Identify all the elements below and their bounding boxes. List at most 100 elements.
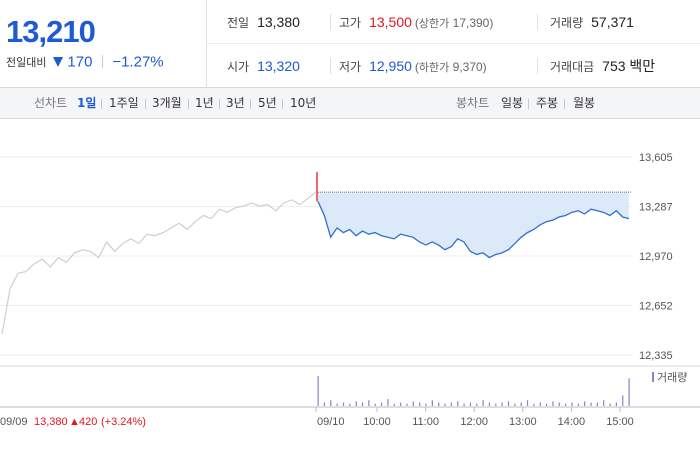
quote-summary-panel: 13,210 전일대비 170 −1.27% 전일 13,380 고가 13,500… bbox=[0, 0, 700, 88]
prev-day-price-line bbox=[1, 191, 317, 335]
divider bbox=[537, 58, 538, 74]
time-tick-label: 15:00 bbox=[606, 416, 634, 428]
prev-close-price: 13,380 bbox=[34, 416, 68, 428]
divider bbox=[330, 58, 331, 74]
price-axis: 13,605 13,287 12,970 12,652 12,335 bbox=[639, 152, 673, 362]
volume-bars bbox=[317, 376, 630, 406]
divider bbox=[101, 99, 102, 109]
time-tick-label: 14:00 bbox=[558, 416, 586, 428]
volume-bar bbox=[400, 402, 402, 406]
stat-value: 13,500 bbox=[369, 14, 412, 30]
tab-5years[interactable]: 5년 bbox=[258, 96, 277, 110]
volume-bar bbox=[584, 401, 586, 406]
volume-bar bbox=[558, 402, 560, 406]
volume-bar bbox=[438, 402, 440, 406]
volume-bar bbox=[495, 403, 497, 406]
volume-bar bbox=[393, 403, 395, 406]
upper-limit-label: 상한가 bbox=[418, 17, 450, 30]
stat-low: 저가 12,950 (하한가 9,370) bbox=[339, 44, 487, 88]
volume-bar bbox=[476, 403, 478, 406]
divider bbox=[219, 99, 220, 109]
stat-high: 고가 13,500 (상한가 17,390) bbox=[339, 0, 493, 44]
upper-limit: (상한가 17,390) bbox=[414, 16, 494, 30]
volume-bar bbox=[368, 400, 370, 406]
current-price: 13,210 bbox=[6, 14, 96, 49]
price-tick-label: 12,970 bbox=[639, 251, 673, 263]
stat-label: 전일 bbox=[227, 16, 250, 30]
stat-label: 거래대금 bbox=[550, 60, 595, 74]
volume-bar bbox=[615, 402, 618, 406]
stat-label: 고가 bbox=[339, 16, 362, 30]
prev-change-rate: (+3.24%) bbox=[101, 416, 146, 428]
volume-bar bbox=[622, 395, 624, 406]
volume-bar bbox=[425, 403, 427, 406]
lower-limit-label: 하한가 bbox=[418, 61, 450, 74]
tab-1day[interactable]: 1일 bbox=[77, 96, 97, 110]
tab-weekly-candle[interactable]: 주봉 bbox=[536, 96, 559, 110]
change-row: 전일대비 170 −1.27% bbox=[6, 53, 164, 71]
volume-bar bbox=[603, 400, 605, 406]
divider bbox=[188, 99, 189, 109]
tab-1week[interactable]: 1주일 bbox=[109, 96, 139, 110]
volume-bar bbox=[590, 402, 592, 406]
stat-value: 753 백만 bbox=[602, 58, 656, 74]
stat-value: 13,320 bbox=[257, 58, 300, 74]
volume-bar bbox=[571, 402, 573, 406]
volume-bar bbox=[406, 403, 408, 406]
lower-limit-value: 9,370 bbox=[452, 60, 483, 74]
volume-bar bbox=[431, 400, 433, 406]
tab-3months[interactable]: 3개월 bbox=[152, 96, 182, 110]
volume-bar bbox=[450, 402, 452, 406]
volume-bar bbox=[323, 402, 326, 406]
today-price-line bbox=[317, 201, 630, 259]
tab-monthly-candle[interactable]: 월봉 bbox=[573, 96, 596, 110]
price-tick-label: 13,287 bbox=[639, 202, 673, 214]
price-tick-label: 12,335 bbox=[639, 350, 673, 362]
intraday-price-chart: 13,605 13,287 12,970 12,652 12,335 거래량 09/09… bbox=[0, 152, 700, 428]
divider bbox=[330, 14, 331, 30]
volume-bar bbox=[628, 378, 630, 406]
prev-change-value: 420 bbox=[79, 416, 97, 428]
tab-10years[interactable]: 10년 bbox=[290, 96, 317, 110]
volume-bar bbox=[342, 402, 345, 406]
time-tick-label: 11:00 bbox=[412, 416, 439, 428]
volume-legend-swatch bbox=[652, 372, 654, 382]
volume-bar bbox=[482, 400, 484, 406]
upper-limit-value: 17,390 bbox=[452, 16, 490, 30]
volume-bar bbox=[539, 402, 541, 406]
volume-bar bbox=[520, 402, 522, 406]
stat-amount: 거래대금 753 백만 bbox=[550, 44, 655, 88]
divider bbox=[145, 99, 146, 109]
volume-bar bbox=[380, 402, 383, 406]
candle-chart-title: 봉차트 bbox=[456, 96, 490, 110]
divider bbox=[537, 14, 538, 30]
volume-bar bbox=[507, 401, 510, 406]
chart-tab-bar: 선차트 1일 1주일 3개월 1년 3년 5년 10년 봉차트 일봉 주봉 월봉 bbox=[0, 88, 700, 119]
volume-bar bbox=[457, 401, 459, 406]
stat-volume: 거래량 57,371 bbox=[550, 0, 634, 44]
today-area-fill bbox=[318, 192, 629, 258]
volume-bar bbox=[349, 403, 351, 406]
tab-1year[interactable]: 1년 bbox=[195, 96, 214, 110]
volume-bar bbox=[317, 376, 319, 406]
volume-bar bbox=[355, 401, 357, 406]
volume-bar bbox=[501, 402, 503, 406]
prev-date-label: 09/09 bbox=[0, 416, 28, 428]
divider bbox=[282, 99, 283, 109]
divider bbox=[564, 99, 565, 109]
divider bbox=[528, 99, 529, 109]
volume-bar bbox=[609, 403, 611, 406]
volume-bar bbox=[469, 402, 472, 406]
volume-bar bbox=[419, 402, 421, 406]
stat-value: 13,380 bbox=[257, 14, 300, 30]
time-axis: 09/09 13,380 ▲ 420 (+3.24%) 09/10 10:00 1… bbox=[0, 407, 634, 428]
divider bbox=[101, 55, 103, 69]
volume-bar bbox=[526, 400, 529, 406]
volume-bar bbox=[387, 399, 389, 406]
change-label: 전일대비 bbox=[6, 56, 47, 69]
stats-row-2: 시가 13,320 저가 12,950 (하한가 9,370) 거래대금 753 백만 bbox=[207, 44, 700, 88]
stat-value: 57,371 bbox=[591, 14, 634, 30]
tab-daily-candle[interactable]: 일봉 bbox=[501, 96, 524, 110]
volume-bar bbox=[596, 402, 598, 406]
tab-3years[interactable]: 3년 bbox=[226, 96, 245, 110]
